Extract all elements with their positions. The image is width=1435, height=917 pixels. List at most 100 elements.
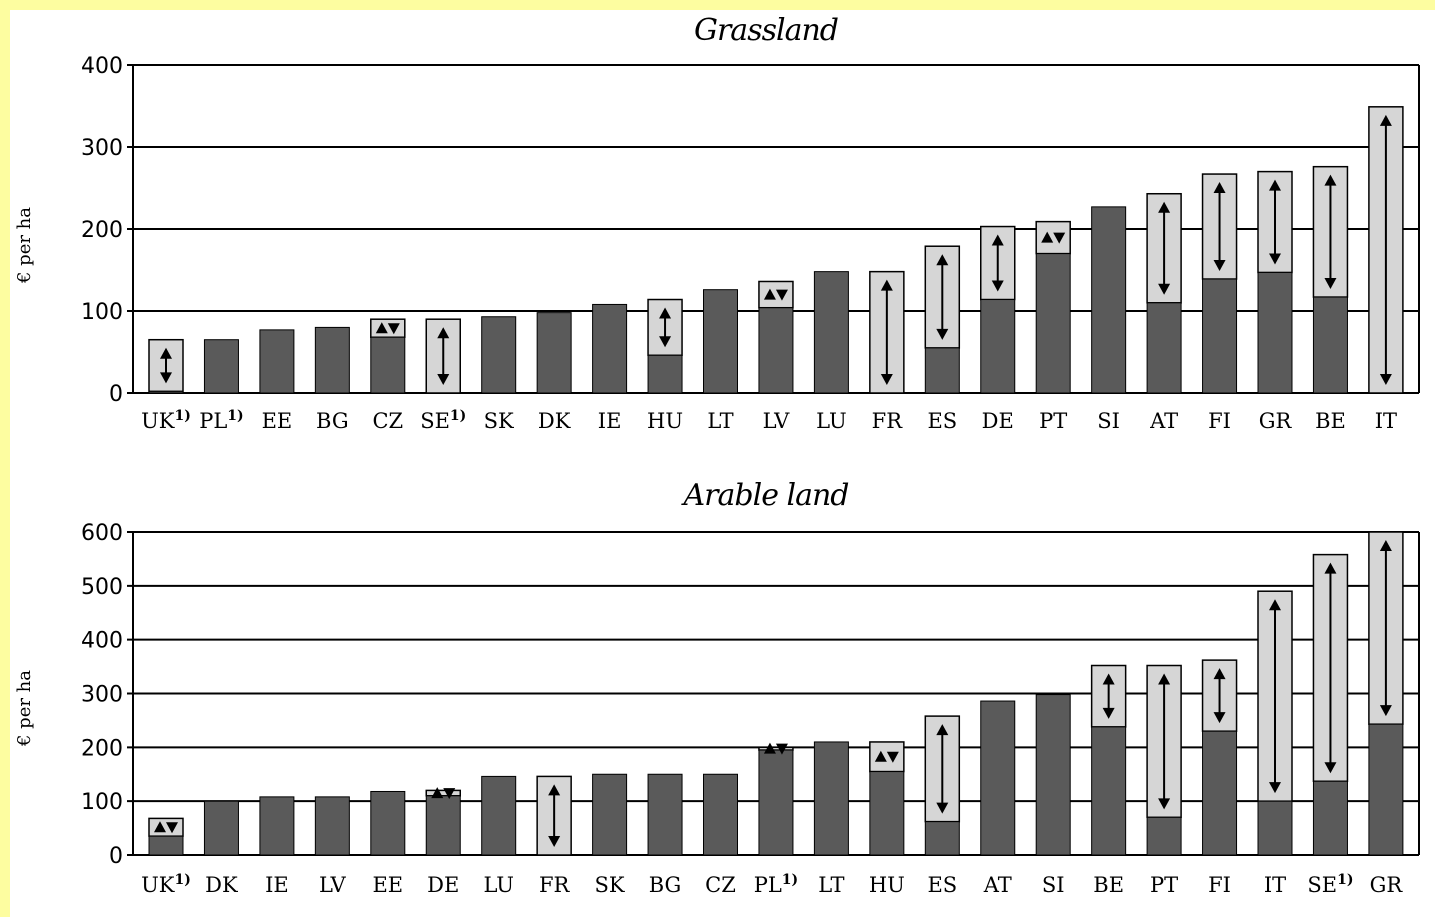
bar-group-uk xyxy=(148,817,184,856)
base-bar xyxy=(370,790,406,856)
range-arrow-up xyxy=(936,254,949,266)
x-tick-label: FR xyxy=(872,409,904,433)
base-bar xyxy=(259,329,295,394)
y-axis-label: € per ha xyxy=(14,670,35,747)
x-tick-label: SK xyxy=(595,873,625,897)
base-bar xyxy=(592,303,628,394)
x-tick-label: IT xyxy=(1375,409,1397,433)
x-tick-label: DE xyxy=(982,409,1014,433)
x-tick-label: BG xyxy=(316,409,349,433)
bar-group-de xyxy=(425,787,461,856)
range-arrow-down xyxy=(1053,232,1066,244)
bar-group-bg xyxy=(647,773,683,856)
base-bar xyxy=(148,835,184,856)
y-tick-label: 500 xyxy=(81,575,123,600)
bar-group-fr xyxy=(536,775,572,856)
bar-group-lv xyxy=(314,796,350,856)
y-tick-label: 0 xyxy=(109,382,123,407)
x-tick-label: IE xyxy=(265,873,289,897)
x-tick-label: IT xyxy=(1264,873,1286,897)
x-tick-label: SI xyxy=(1042,873,1065,897)
base-bar xyxy=(314,326,350,394)
bar-group-be xyxy=(1312,165,1349,394)
range-arrow-up xyxy=(763,742,776,754)
range-arrow-down xyxy=(387,323,400,335)
base-bar xyxy=(924,821,960,856)
range-bar xyxy=(370,318,406,338)
range-arrow-up xyxy=(1269,179,1281,191)
bar-group-de xyxy=(980,225,1016,394)
base-bar xyxy=(647,354,683,394)
base-bar xyxy=(1312,780,1348,856)
range-arrow-down xyxy=(1213,712,1226,724)
range-arrow-up xyxy=(1379,114,1392,126)
chart-canvas: Grassland € per ha 0 100 200 300 400 UK1) PL1) EE… xyxy=(14,13,1420,897)
base-bar xyxy=(1312,296,1348,394)
range-arrow-down xyxy=(1158,283,1171,295)
bar-group-si xyxy=(1091,206,1127,394)
bar-group-sk xyxy=(481,316,517,394)
x-tick-label: BG xyxy=(649,873,682,897)
base-bar xyxy=(1035,253,1071,394)
range-arrow-up xyxy=(1213,668,1226,680)
range-arrow-down xyxy=(880,374,893,385)
x-tick-label: LT xyxy=(707,409,733,433)
range-arrow-down xyxy=(443,788,456,800)
x-tick-label: SE1) xyxy=(1307,872,1353,897)
x-tick-label: AT xyxy=(983,873,1012,897)
x-tick-label: EE xyxy=(372,873,403,897)
x-tick-label: LU xyxy=(483,873,514,897)
range-arrow-up xyxy=(1324,562,1337,574)
x-tick-label: SK xyxy=(484,409,514,433)
base-bar xyxy=(869,771,905,856)
grassland-panel: Grassland € per ha 0 100 200 300 400 UK1) PL1) EE… xyxy=(14,13,1420,433)
range-arrow-down xyxy=(775,289,788,301)
range-bar xyxy=(758,280,794,309)
bar-group-it xyxy=(1257,590,1293,856)
bar-group-be xyxy=(1090,664,1127,856)
range-bar xyxy=(1035,220,1071,255)
x-tick-label: IE xyxy=(598,409,622,433)
y-tick-label: 0 xyxy=(109,844,123,869)
base-bar xyxy=(1202,278,1238,394)
range-arrow-up xyxy=(1379,540,1392,551)
range-arrow-up xyxy=(763,288,776,300)
range-bar xyxy=(148,817,184,837)
y-axis-label: € per ha xyxy=(14,207,35,284)
bar-group-pl xyxy=(203,339,239,394)
base-bar xyxy=(1257,271,1293,394)
range-arrow-down xyxy=(936,802,949,814)
x-tick-label: CZ xyxy=(705,873,736,897)
base-bar xyxy=(703,289,738,394)
bar-group-dk xyxy=(536,312,572,394)
x-tick-label: SE1) xyxy=(420,408,466,433)
x-tick-label: FI xyxy=(1208,873,1231,897)
base-bar xyxy=(813,271,849,394)
y-tick-label: 300 xyxy=(81,136,123,161)
bar-group-pt xyxy=(1035,220,1071,394)
chart-title: Grassland xyxy=(694,13,838,48)
bar-group-ie xyxy=(592,303,628,394)
bar-group-lu xyxy=(481,775,517,856)
range-arrow-down xyxy=(886,751,899,763)
range-arrow-up xyxy=(375,322,388,334)
range-arrow-down xyxy=(166,822,178,834)
bar-group-es xyxy=(924,715,961,856)
base-bar xyxy=(148,390,184,394)
y-tick-label: 600 xyxy=(81,521,123,546)
arable-land-panel: Arable land € per ha 0 100 200 300 400 500 600 UK… xyxy=(14,478,1420,897)
y-tick-label: 400 xyxy=(81,54,123,79)
x-tick-label: LV xyxy=(763,409,790,433)
x-tick-label: UK1) xyxy=(141,408,191,433)
base-bar xyxy=(425,795,461,856)
base-bar xyxy=(370,336,406,394)
bar-group-at xyxy=(980,700,1016,856)
bar-group-pl xyxy=(758,742,794,856)
range-arrow-up xyxy=(1158,201,1171,213)
base-bar xyxy=(592,773,628,856)
x-tick-label: HU xyxy=(647,409,683,433)
bar-group-ie xyxy=(259,796,295,856)
range-arrow-down xyxy=(1324,762,1337,774)
x-tick-label: EE xyxy=(262,409,293,433)
range-arrow-down xyxy=(1158,798,1171,810)
